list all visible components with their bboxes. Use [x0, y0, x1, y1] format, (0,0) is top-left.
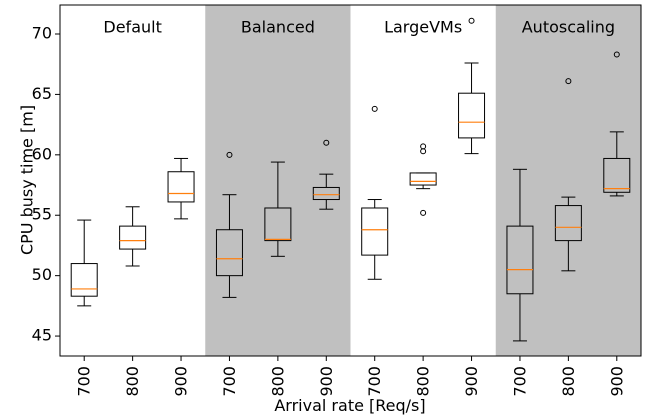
y-tick-label: 55 [32, 205, 52, 224]
box [215, 229, 243, 277]
x-tick-label: 700 [220, 366, 239, 397]
outlier [565, 78, 572, 85]
x-tick-label: 700 [510, 366, 529, 397]
outlier [468, 17, 475, 24]
y-tick-label: 45 [32, 326, 52, 345]
box [361, 207, 389, 256]
group-band [495, 5, 641, 356]
box [264, 207, 292, 242]
x-tick-label: 700 [365, 366, 384, 397]
y-tick-label: 60 [32, 144, 52, 163]
x-tick-label: 800 [123, 366, 142, 397]
outlier [226, 151, 233, 158]
outlier [420, 143, 427, 150]
group-band [350, 5, 496, 356]
outlier [420, 209, 427, 216]
outlier [323, 139, 330, 146]
plot-frame [59, 4, 642, 357]
x-tick-label: 700 [75, 366, 94, 397]
box [312, 186, 340, 201]
x-tick-label: 900 [317, 366, 336, 397]
box [70, 263, 98, 297]
group-label: Default [103, 18, 161, 37]
outlier [613, 51, 620, 58]
y-tick-label: 70 [32, 23, 52, 42]
x-tick-label: 900 [462, 366, 481, 397]
x-tick-label: 800 [559, 366, 578, 397]
box [167, 171, 195, 203]
box [409, 172, 437, 186]
group-label: Autoscaling [522, 18, 615, 37]
box [554, 205, 582, 242]
y-tick-label: 50 [32, 265, 52, 284]
box [119, 225, 147, 250]
x-tick-label: 900 [607, 366, 626, 397]
outlier [371, 105, 378, 112]
x-axis-label: Arrival rate [Req/s] [274, 396, 425, 415]
box [603, 157, 631, 193]
group-label: LargeVMs [384, 18, 462, 37]
x-tick-label: 800 [414, 366, 433, 397]
x-tick-label: 800 [268, 366, 287, 397]
y-axis-label: CPU busy time [m] [18, 105, 37, 255]
group-band [60, 5, 206, 356]
y-tick-label: 65 [32, 84, 52, 103]
box [458, 92, 486, 139]
group-label: Balanced [241, 18, 315, 37]
box [506, 225, 534, 295]
x-tick-label: 900 [172, 366, 191, 397]
